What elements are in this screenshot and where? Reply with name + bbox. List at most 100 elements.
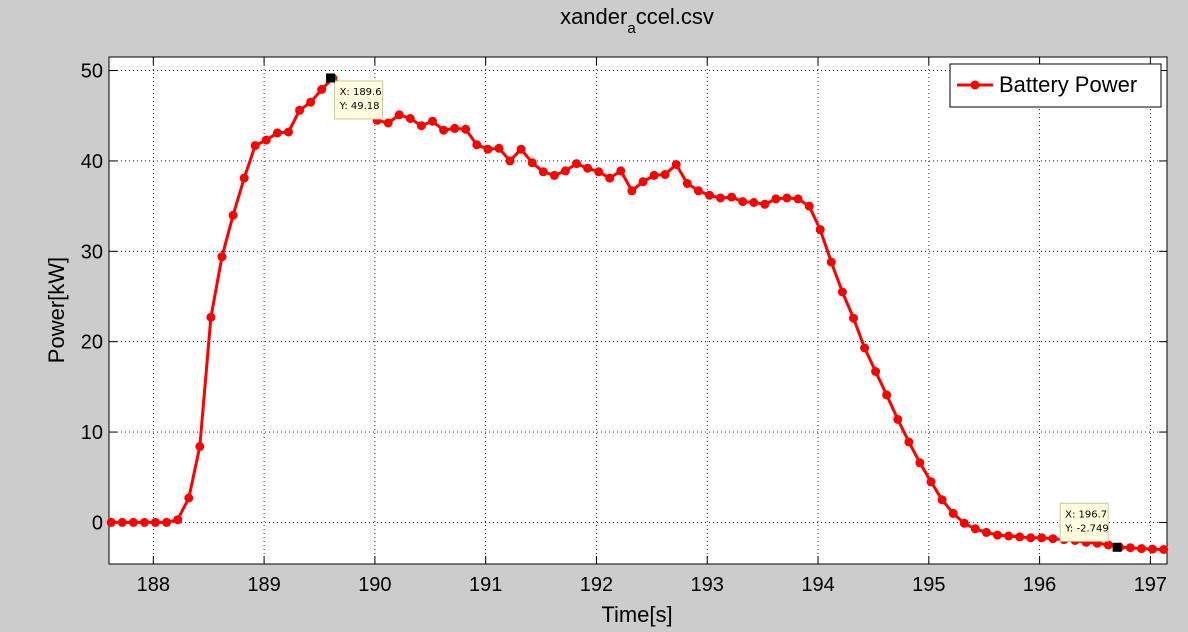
data-point[interactable] xyxy=(948,508,958,518)
data-point[interactable] xyxy=(804,201,814,211)
data-point[interactable] xyxy=(937,495,947,505)
data-point[interactable] xyxy=(206,312,216,322)
data-point[interactable] xyxy=(106,517,116,527)
data-point[interactable] xyxy=(516,144,526,154)
data-point[interactable] xyxy=(860,343,870,353)
data-point[interactable] xyxy=(682,179,692,188)
x-tick-label: 195 xyxy=(912,574,945,596)
data-point[interactable] xyxy=(228,210,238,220)
data-point[interactable] xyxy=(738,197,748,207)
data-point[interactable] xyxy=(1159,545,1169,554)
data-point[interactable] xyxy=(527,158,537,168)
x-tick-labels: 188 189 190 191 192 193 194 195 196 197 xyxy=(137,574,1167,596)
data-tip[interactable]: X: 189.6 Y: 49.18 xyxy=(326,73,384,120)
data-point[interactable] xyxy=(826,257,836,267)
data-point[interactable] xyxy=(981,527,991,537)
data-point[interactable] xyxy=(1037,533,1047,543)
data-point[interactable] xyxy=(638,177,648,187)
data-point[interactable] xyxy=(882,390,892,400)
data-point[interactable] xyxy=(383,118,393,128)
data-point[interactable] xyxy=(117,517,127,527)
data-point[interactable] xyxy=(904,437,914,447)
data-point[interactable] xyxy=(815,225,825,235)
data-point[interactable] xyxy=(649,170,659,180)
data-point[interactable] xyxy=(1137,544,1146,554)
data-point[interactable] xyxy=(616,166,626,176)
data-point[interactable] xyxy=(705,190,714,200)
plot-area[interactable] xyxy=(108,56,1168,565)
y-tick-label: 50 xyxy=(81,61,103,83)
data-point[interactable] xyxy=(1026,533,1036,543)
data-point[interactable] xyxy=(560,166,570,176)
legend-marker-sample xyxy=(970,80,980,90)
data-tip-box xyxy=(334,80,384,120)
data-point[interactable] xyxy=(284,127,293,137)
data-point[interactable] xyxy=(394,110,404,120)
data-point[interactable] xyxy=(128,517,138,527)
legend[interactable]: Battery Power xyxy=(949,63,1162,108)
data-point[interactable] xyxy=(727,192,737,202)
data-point[interactable] xyxy=(428,116,437,126)
data-point[interactable] xyxy=(195,442,205,451)
data-point[interactable] xyxy=(472,140,482,150)
data-point[interactable] xyxy=(1015,532,1025,542)
data-point[interactable] xyxy=(671,160,681,169)
x-tick-label: 194 xyxy=(801,574,834,596)
data-point[interactable] xyxy=(583,163,593,173)
data-point[interactable] xyxy=(217,252,227,262)
data-tip[interactable]: X: 196.7 Y: -2.749 xyxy=(1059,502,1122,552)
data-point[interactable] xyxy=(970,524,980,534)
data-point[interactable] xyxy=(505,156,515,166)
data-point[interactable] xyxy=(926,477,936,487)
data-point[interactable] xyxy=(494,143,504,153)
data-point[interactable] xyxy=(405,114,415,123)
data-point[interactable] xyxy=(572,159,581,169)
data-point[interactable] xyxy=(893,414,903,424)
data-point[interactable] xyxy=(549,170,559,180)
data-point[interactable] xyxy=(1103,540,1113,550)
data-point[interactable] xyxy=(693,186,703,196)
data-point[interactable] xyxy=(837,287,847,297)
data-point[interactable] xyxy=(749,198,759,207)
y-tick-label: 0 xyxy=(92,512,103,534)
chart-title: xanderaccel.csv xyxy=(560,4,714,37)
data-point[interactable] xyxy=(660,170,670,179)
data-point[interactable] xyxy=(151,517,160,527)
data-tip-y-label: Y: 49.18 xyxy=(339,101,380,112)
data-point[interactable] xyxy=(538,167,548,177)
data-point[interactable] xyxy=(1048,534,1058,544)
data-tip-y-label: Y: -2.749 xyxy=(1064,523,1109,534)
data-point[interactable] xyxy=(317,85,327,94)
data-point[interactable] xyxy=(594,167,604,177)
data-point[interactable] xyxy=(306,97,316,107)
data-point[interactable] xyxy=(959,518,969,528)
data-point[interactable] xyxy=(1125,543,1135,553)
data-point[interactable] xyxy=(483,144,493,154)
data-point[interactable] xyxy=(793,194,803,204)
data-point[interactable] xyxy=(716,193,725,203)
data-point[interactable] xyxy=(849,313,858,323)
data-point[interactable] xyxy=(295,105,305,115)
data-point[interactable] xyxy=(184,493,194,503)
data-point[interactable] xyxy=(993,530,1002,540)
data-point[interactable] xyxy=(450,123,460,133)
data-point[interactable] xyxy=(239,173,249,183)
data-point[interactable] xyxy=(627,186,637,196)
data-point[interactable] xyxy=(771,194,781,204)
data-point[interactable] xyxy=(140,517,149,527)
data-point[interactable] xyxy=(871,367,881,376)
data-point[interactable] xyxy=(1148,544,1158,554)
data-point[interactable] xyxy=(439,125,449,135)
data-point[interactable] xyxy=(782,193,792,203)
data-point[interactable] xyxy=(272,128,282,138)
data-point[interactable] xyxy=(1004,531,1014,541)
data-point[interactable] xyxy=(760,199,770,209)
data-point[interactable] xyxy=(915,458,925,468)
data-point[interactable] xyxy=(162,517,172,527)
data-point[interactable] xyxy=(605,173,615,183)
data-point[interactable] xyxy=(261,135,271,145)
data-point[interactable] xyxy=(461,124,471,134)
data-point[interactable] xyxy=(250,141,260,151)
data-point[interactable] xyxy=(416,121,426,131)
data-point[interactable] xyxy=(173,515,183,525)
